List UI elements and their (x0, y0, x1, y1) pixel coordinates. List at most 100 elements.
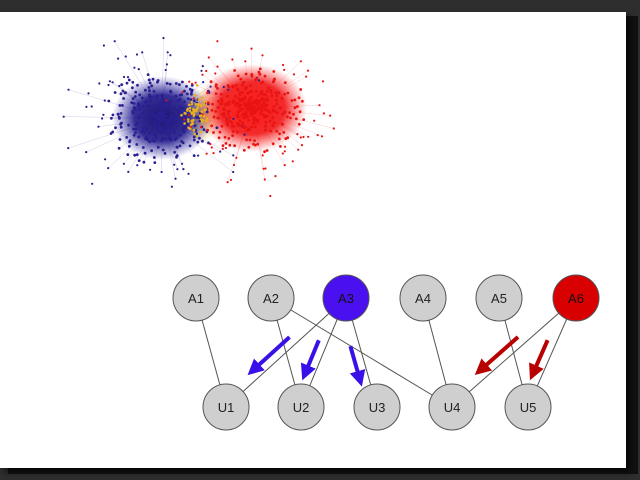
network-node (104, 158, 107, 161)
network-node (182, 130, 186, 134)
network-node (147, 86, 151, 89)
bridge-node (188, 127, 192, 131)
network-node (126, 76, 130, 79)
network-node (134, 90, 138, 94)
node-label: U1 (218, 400, 235, 415)
network-node (98, 82, 101, 85)
network-node (255, 77, 258, 81)
network-node (261, 113, 265, 117)
network-node (198, 136, 201, 140)
network-node (250, 47, 253, 50)
network-node (263, 102, 266, 105)
network-node (162, 131, 166, 134)
network-node (262, 93, 266, 96)
network-node (117, 146, 121, 150)
network-node (222, 114, 226, 118)
network-node (227, 137, 231, 140)
network-node (169, 54, 172, 57)
network-node (160, 108, 164, 111)
network-node (173, 106, 176, 110)
network-node (281, 152, 284, 155)
network-node (318, 104, 321, 107)
network-node (279, 106, 283, 110)
network-node (231, 130, 235, 133)
network-node (216, 65, 219, 68)
network-node (214, 84, 218, 88)
network-node (236, 122, 239, 126)
network-node (260, 109, 264, 113)
network-node (219, 150, 222, 153)
node-u3: U3 (353, 383, 401, 431)
network-node (286, 115, 289, 119)
network-node (256, 94, 260, 98)
network-node (167, 105, 171, 108)
network-node (156, 104, 159, 108)
network-node (210, 108, 214, 112)
network-node (260, 90, 264, 93)
network-node (254, 89, 258, 93)
network-node (187, 114, 190, 117)
network-node (137, 135, 141, 139)
network-node (147, 122, 151, 126)
network-node (252, 121, 256, 124)
network-node (156, 79, 160, 82)
network-node (278, 132, 281, 136)
bridge-node (187, 103, 191, 107)
network-node (293, 98, 297, 102)
network-node (234, 101, 238, 105)
network-node (247, 145, 251, 149)
bridge-node (183, 122, 186, 125)
network-node (272, 80, 275, 84)
network-node (169, 115, 173, 119)
network-node (125, 136, 129, 139)
network-node (264, 120, 268, 124)
network-node (148, 104, 152, 108)
network-node (163, 152, 167, 155)
network-node (144, 100, 148, 104)
network-node (226, 121, 229, 125)
network-node (138, 115, 142, 118)
network-node (237, 97, 240, 100)
network-node (261, 154, 264, 157)
network-node (154, 136, 158, 140)
network-node (149, 168, 152, 171)
influence-arrow-a6-u5 (529, 339, 550, 381)
network-node (279, 145, 282, 148)
network-node (214, 110, 218, 113)
network-node (125, 81, 129, 85)
network-node (249, 95, 253, 99)
network-node (133, 153, 137, 157)
network-node (277, 91, 281, 94)
network-node (121, 89, 125, 93)
network-node (263, 74, 267, 78)
network-node (265, 89, 269, 93)
network-node (122, 97, 125, 100)
network-node (168, 82, 172, 86)
network-node (178, 121, 182, 125)
network-node (163, 101, 166, 105)
node-u4: U4 (428, 383, 476, 431)
network-node (271, 142, 275, 146)
bridge-node (188, 109, 192, 113)
network-node (162, 128, 166, 132)
network-node (127, 123, 130, 127)
network-node (302, 118, 306, 121)
network-node (234, 84, 238, 87)
network-node (284, 145, 287, 148)
network-node (141, 51, 144, 54)
network-node (226, 123, 230, 127)
network-node (108, 80, 111, 83)
network-node (275, 98, 278, 102)
network-node (107, 83, 110, 87)
network-node (134, 123, 138, 127)
network-node (178, 97, 182, 101)
network-node (90, 105, 93, 108)
network-node (294, 117, 298, 121)
network-node (181, 162, 184, 165)
network-node (228, 143, 232, 147)
bridge-node (186, 107, 189, 111)
network-node (275, 102, 279, 106)
network-node (173, 119, 176, 122)
node-circle (353, 383, 401, 431)
network-node (126, 153, 130, 157)
